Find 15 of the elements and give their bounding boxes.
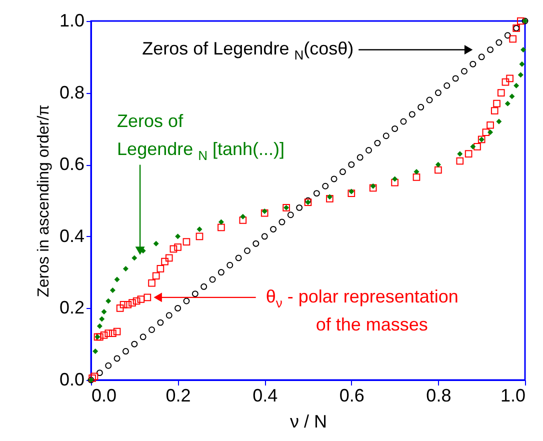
x-tick-label: 0.2 [166, 386, 191, 406]
x-tick-label: 0.6 [339, 386, 364, 406]
x-axis-title: ν / N [290, 412, 328, 432]
annotation: Zeros of Legendre N [tanh(...)] [117, 110, 285, 163]
y-tick-label: 0.4 [59, 226, 84, 246]
x-tick-label: 0.8 [426, 386, 452, 406]
y-tick-label: 0.2 [59, 298, 84, 318]
y-tick-label: 0.8 [59, 82, 84, 102]
y-tick-label: 0.0 [59, 370, 84, 390]
y-axis-title: Zeros in ascending order/π [35, 104, 52, 298]
x-tick-label: 0.4 [252, 386, 278, 406]
y-tick-label: 0.6 [59, 154, 84, 174]
x-tick-label: 0.0 [92, 386, 117, 406]
y-tick-label: 1.0 [59, 10, 84, 30]
x-tick-label: 1.0 [500, 386, 526, 406]
